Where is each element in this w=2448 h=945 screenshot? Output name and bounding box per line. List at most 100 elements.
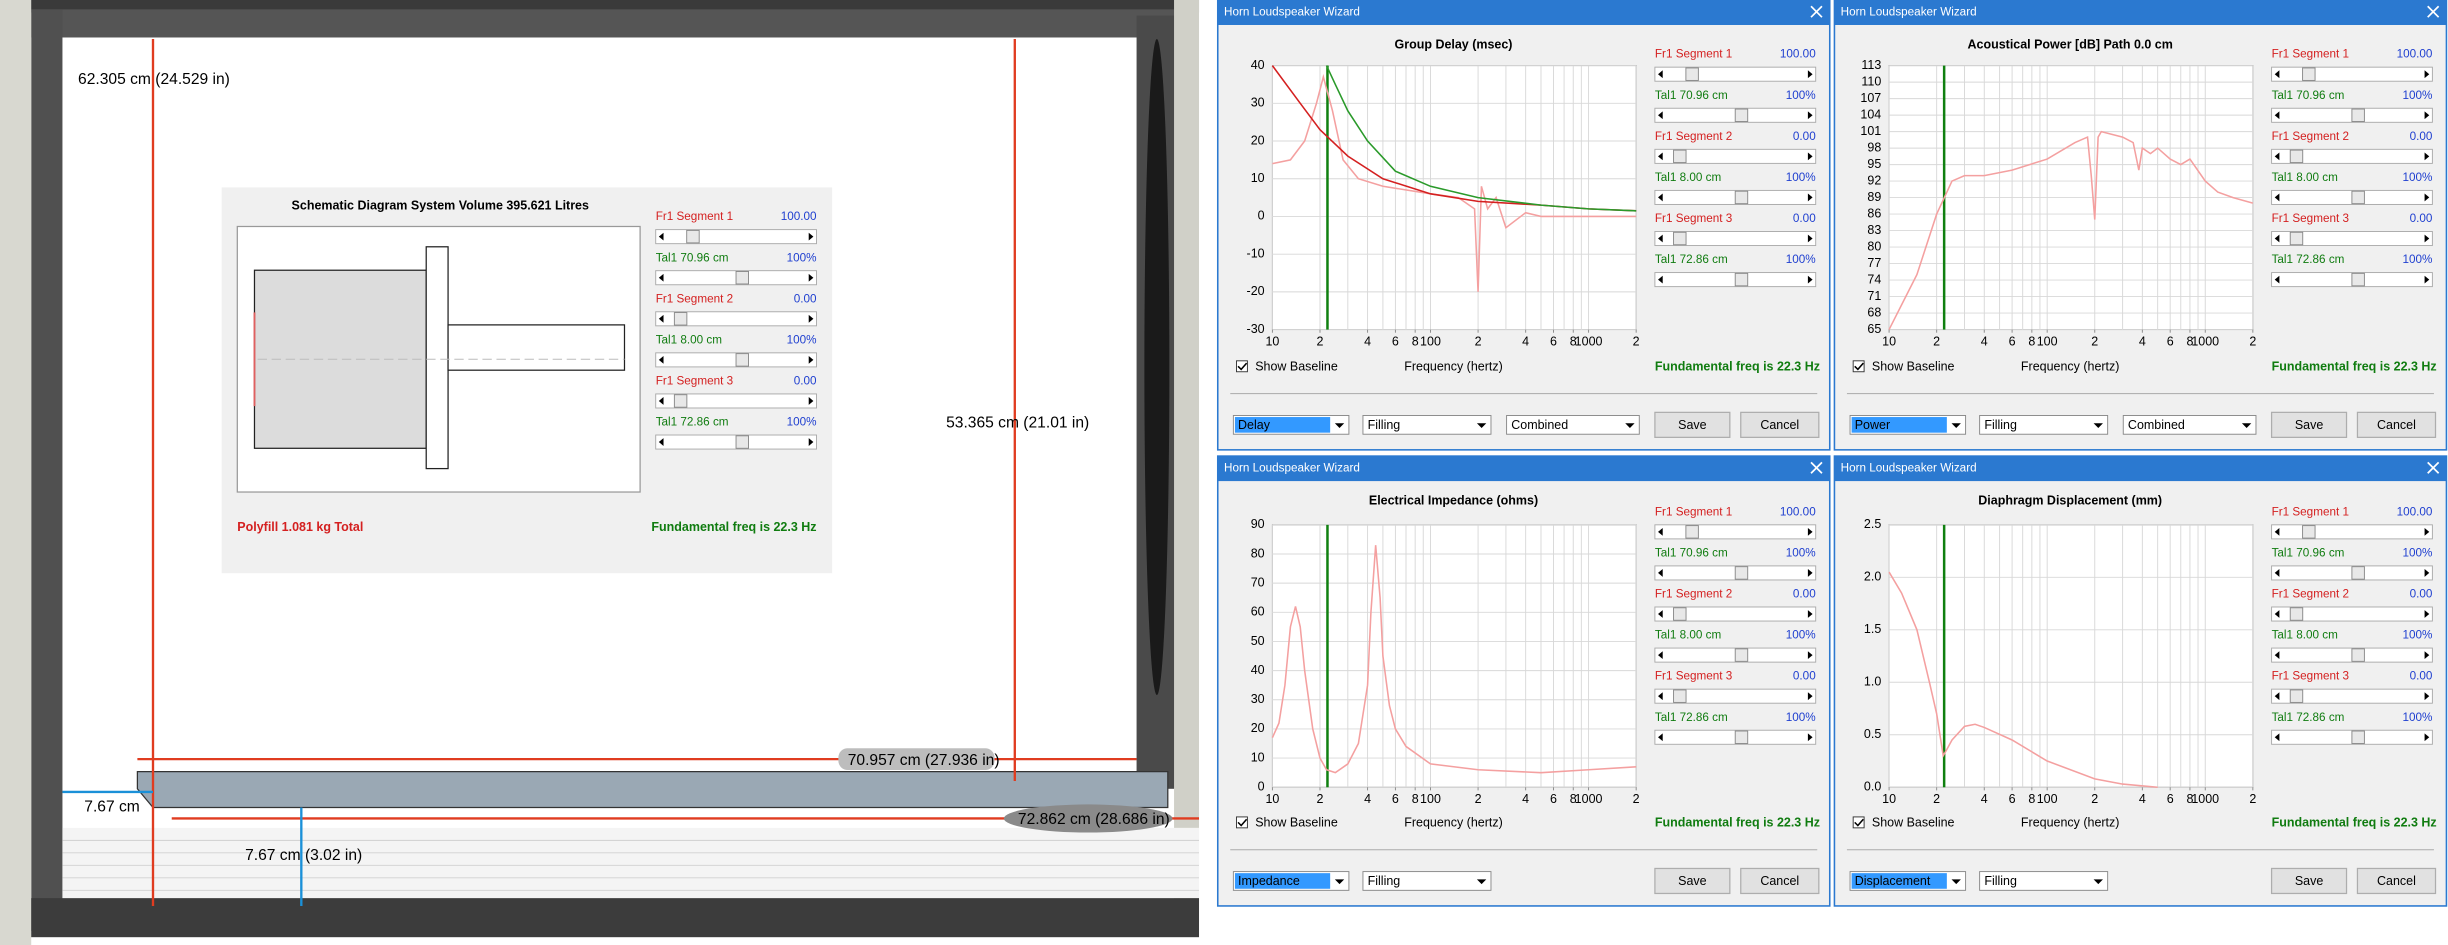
y-tick-label: 89: [1867, 190, 1881, 204]
slider-thumb[interactable]: [1673, 607, 1687, 621]
dropdown[interactable]: [1979, 415, 2109, 435]
slider-thumb[interactable]: [2351, 272, 2365, 287]
slider-label: Tal1 8.00 cm: [1655, 629, 1721, 642]
slider-value: 0.00: [794, 375, 817, 388]
slider-track[interactable]: [2271, 524, 2433, 540]
slider-thumb[interactable]: [1673, 149, 1687, 164]
slider-track[interactable]: [2271, 688, 2433, 704]
y-tick-label: 30: [1251, 692, 1265, 706]
y-tick-label: -20: [1247, 284, 1265, 298]
dropdown[interactable]: [1506, 415, 1640, 435]
slider-thumb[interactable]: [2289, 231, 2304, 246]
slider-thumb[interactable]: [735, 271, 749, 285]
dropdown-highlight: [1234, 873, 1331, 889]
series-line: [1325, 65, 1637, 212]
close-button[interactable]: [1810, 461, 1823, 474]
slider-thumb[interactable]: [2289, 689, 2304, 703]
slider-thumb[interactable]: [2351, 108, 2365, 122]
dimension-label: 7.67 cm: [84, 799, 140, 816]
y-tick-label: 0: [1258, 780, 1265, 794]
y-tick-label: 98: [1867, 140, 1881, 154]
close-button[interactable]: [2427, 5, 2440, 18]
slider-label: Tal1 72.86 cm: [2272, 711, 2345, 724]
slider-thumb[interactable]: [1673, 689, 1687, 703]
y-tick-label: 0: [1258, 209, 1265, 223]
slider-thumb[interactable]: [1685, 525, 1699, 539]
close-button[interactable]: [2427, 461, 2440, 474]
slider-thumb[interactable]: [1734, 648, 1749, 662]
slider-thumb[interactable]: [1673, 231, 1687, 246]
button[interactable]: [1654, 411, 1731, 438]
slider-thumb[interactable]: [735, 353, 749, 367]
slider-thumb[interactable]: [1734, 108, 1749, 122]
x-tick-label: 6: [2167, 334, 2174, 348]
slider-thumb[interactable]: [1734, 730, 1749, 744]
slider-thumb[interactable]: [2289, 607, 2304, 621]
button[interactable]: [2270, 411, 2348, 438]
x-tick-label: 8: [1570, 334, 1577, 348]
slider-track[interactable]: [1654, 231, 1817, 247]
slider-thumb[interactable]: [673, 394, 688, 408]
slider-track[interactable]: [655, 229, 817, 245]
slider-thumb[interactable]: [1734, 272, 1749, 287]
button[interactable]: [2356, 411, 2437, 438]
button-label: Cancel: [1760, 874, 1799, 888]
dropdown[interactable]: [1362, 415, 1492, 435]
slider-label: Tal1 8.00 cm: [656, 333, 722, 346]
dropdown[interactable]: [1979, 871, 2109, 891]
button[interactable]: [1740, 867, 1820, 895]
button[interactable]: [2356, 867, 2437, 895]
slider-track[interactable]: [2271, 148, 2433, 164]
slider-label: Fr1 Segment 2: [1655, 588, 1732, 601]
dropdown[interactable]: [1362, 871, 1492, 891]
button[interactable]: [2270, 867, 2348, 895]
slider-thumb[interactable]: [2351, 190, 2365, 205]
x-tick-label: 4: [2139, 334, 2146, 348]
button[interactable]: [1654, 867, 1731, 895]
slider-thumb[interactable]: [2302, 67, 2316, 81]
slider-thumb[interactable]: [1685, 67, 1699, 81]
slider-thumb[interactable]: [1734, 566, 1749, 580]
slider-track[interactable]: [1654, 688, 1817, 704]
x-axis-label: Frequency (hertz): [1404, 815, 1503, 829]
checkbox[interactable]: [1852, 816, 1865, 829]
button[interactable]: [1740, 411, 1820, 438]
slider-thumb[interactable]: [2302, 525, 2316, 539]
y-tick-label: 30: [1251, 96, 1265, 110]
checkbox[interactable]: [1236, 816, 1248, 829]
slider-value: 100%: [1786, 711, 1816, 724]
slider-track[interactable]: [2271, 66, 2433, 82]
slider-thumb[interactable]: [2289, 149, 2304, 164]
slider-thumb[interactable]: [686, 229, 700, 244]
slider-value: 100.00: [2397, 505, 2433, 518]
slider-track[interactable]: [1654, 606, 1817, 622]
slider-thumb[interactable]: [735, 435, 749, 449]
slider-track[interactable]: [655, 311, 817, 327]
x-tick-label: 8: [1412, 792, 1419, 806]
slider-track[interactable]: [2271, 606, 2433, 622]
slider-thumb[interactable]: [673, 312, 688, 326]
slider-track[interactable]: [655, 393, 817, 409]
slider-track[interactable]: [2271, 231, 2433, 247]
dropdown[interactable]: [2122, 415, 2257, 435]
y-tick-label: 68: [1867, 305, 1881, 319]
dimension-label: 72.862 cm (28.686 in): [1018, 811, 1170, 828]
close-button[interactable]: [1810, 5, 1823, 18]
dropdown-text: Filling: [1984, 874, 2017, 888]
slider-value: 100%: [2402, 253, 2432, 266]
slider-thumb[interactable]: [2351, 648, 2365, 662]
x-tick-label: 6: [2167, 792, 2174, 806]
slider-thumb[interactable]: [2351, 566, 2365, 580]
slider-track[interactable]: [1654, 148, 1817, 164]
x-tick-label: 8: [2028, 792, 2035, 806]
slider-label: Fr1 Segment 2: [2272, 130, 2349, 143]
checkbox[interactable]: [1236, 360, 1248, 373]
slider-thumb[interactable]: [1734, 190, 1749, 205]
x-tick-label: 6: [1550, 792, 1557, 806]
slider-track[interactable]: [1654, 66, 1817, 82]
slider-track[interactable]: [1654, 524, 1817, 540]
slider-thumb[interactable]: [2351, 730, 2365, 744]
checkbox[interactable]: [1852, 360, 1865, 373]
x-tick-label: 6: [1392, 334, 1399, 348]
